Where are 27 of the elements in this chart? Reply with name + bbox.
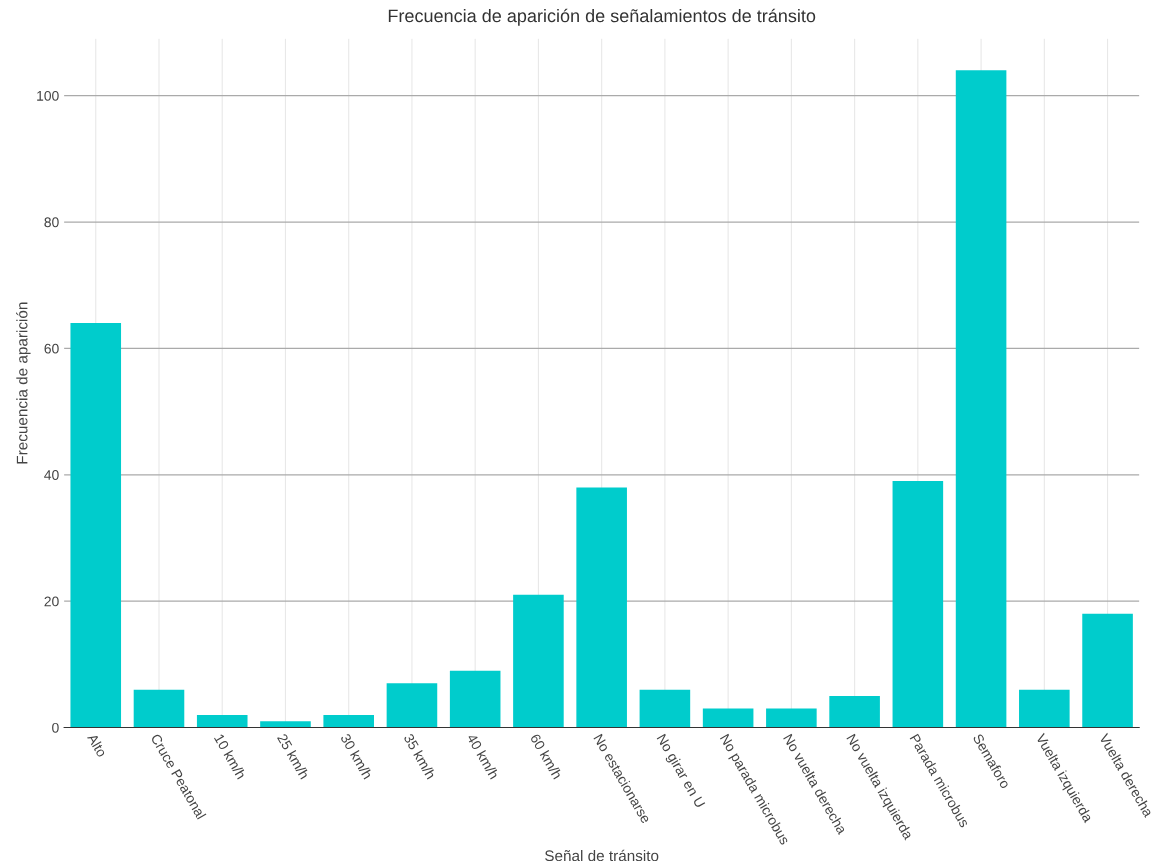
bar [449,670,501,728]
y-axis-title: Frecuencia de aparición [16,302,31,464]
bar [702,708,754,728]
bar [260,721,311,728]
bar [955,70,1007,728]
bar [1082,613,1133,728]
chart-title: Frecuencia de aparición de señalamientos de tránsito [388,8,816,26]
x-axis-title: Señal de tránsito [545,849,659,861]
y-tick-label: 80 [44,217,59,228]
x-tick-label: Alto [86,732,108,758]
y-tick-label: 60 [44,343,59,354]
y-tick-label: 40 [44,470,59,480]
bar [576,487,627,728]
bar [196,714,248,728]
y-tick-label: 100 [37,90,59,101]
y-tick-label: 0 [52,722,59,733]
bar [323,714,374,728]
bar [133,689,185,728]
bar [386,683,438,728]
y-tick-label: 20 [44,596,59,607]
bar [70,323,122,728]
bar [513,594,564,728]
bar [829,695,880,728]
bar [1019,689,1070,728]
bar [639,689,691,728]
bar [892,481,944,728]
bar [766,708,817,728]
